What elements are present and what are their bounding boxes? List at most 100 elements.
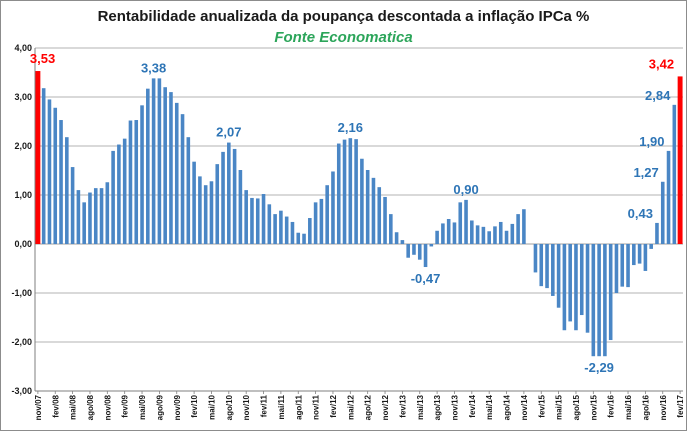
bar bbox=[232, 148, 237, 244]
bar bbox=[637, 244, 642, 264]
bar bbox=[279, 210, 283, 244]
x-tick-label: fev/09 bbox=[121, 394, 130, 417]
bar bbox=[585, 244, 590, 333]
bar bbox=[446, 219, 451, 244]
bar bbox=[632, 244, 636, 266]
bar bbox=[371, 177, 376, 244]
bar bbox=[302, 233, 306, 244]
bar bbox=[146, 88, 150, 244]
data-label: 0,43 bbox=[628, 206, 653, 221]
data-label: 3,38 bbox=[141, 60, 166, 75]
x-tick-label: fev/13 bbox=[398, 394, 407, 417]
bar bbox=[198, 176, 202, 244]
x-tick-label: nov/10 bbox=[242, 394, 251, 420]
bar bbox=[76, 190, 81, 244]
bar bbox=[215, 164, 220, 244]
x-tick-label: nov/12 bbox=[381, 394, 390, 420]
bar bbox=[203, 185, 208, 244]
bar bbox=[597, 244, 601, 357]
data-label: -2,29 bbox=[584, 360, 614, 375]
bar bbox=[493, 226, 497, 244]
bar bbox=[498, 221, 503, 244]
bar bbox=[655, 222, 659, 244]
bar bbox=[672, 104, 677, 244]
bar bbox=[470, 220, 474, 244]
bar bbox=[336, 143, 341, 244]
bar bbox=[174, 102, 179, 244]
x-tick-label: nov/11 bbox=[312, 394, 321, 419]
x-tick-label: nov/15 bbox=[589, 394, 598, 420]
x-tick-label: nov/08 bbox=[103, 394, 112, 420]
y-tick-label: -1,00 bbox=[11, 288, 32, 298]
x-tick-label: mai/11 bbox=[277, 394, 286, 419]
bar bbox=[128, 120, 133, 244]
bar bbox=[608, 244, 613, 341]
bar bbox=[250, 197, 254, 244]
bar bbox=[452, 222, 457, 244]
bar bbox=[99, 188, 104, 244]
bar bbox=[666, 150, 671, 244]
bar bbox=[180, 114, 185, 245]
bar bbox=[290, 221, 295, 244]
bar bbox=[325, 185, 329, 244]
bar bbox=[93, 188, 98, 244]
bar bbox=[111, 150, 115, 244]
bar bbox=[423, 244, 428, 268]
bar bbox=[574, 244, 578, 331]
data-label: 3,42 bbox=[649, 56, 674, 71]
bar bbox=[556, 244, 561, 308]
bar bbox=[319, 198, 324, 244]
x-tick-label: ago/11 bbox=[294, 394, 303, 419]
bar bbox=[192, 161, 196, 244]
bar bbox=[105, 182, 110, 244]
bar bbox=[227, 142, 231, 244]
bar bbox=[406, 244, 410, 258]
x-tick-label: mai/15 bbox=[555, 394, 564, 419]
x-tick-label: ago/16 bbox=[641, 394, 650, 420]
bar bbox=[400, 240, 405, 244]
x-tick-label: ago/08 bbox=[86, 394, 95, 420]
bar bbox=[261, 194, 266, 244]
bar bbox=[284, 216, 289, 244]
x-tick-label: nov/14 bbox=[520, 394, 529, 420]
bar bbox=[533, 244, 538, 273]
data-label: 2,07 bbox=[216, 125, 241, 140]
chart-subtitle: Fonte Economatica bbox=[274, 29, 413, 46]
bar bbox=[562, 244, 567, 331]
bar bbox=[134, 120, 139, 244]
x-tick-label: fev/08 bbox=[51, 394, 60, 417]
bar bbox=[70, 167, 75, 244]
bar bbox=[348, 138, 353, 244]
bar bbox=[313, 202, 318, 244]
bar bbox=[151, 78, 156, 244]
x-tick-label: fev/14 bbox=[468, 394, 477, 417]
bar bbox=[481, 226, 486, 244]
y-tick-label: -3,00 bbox=[11, 386, 32, 396]
bar bbox=[360, 158, 364, 244]
data-label: 3,53 bbox=[30, 51, 55, 66]
bar bbox=[53, 107, 58, 244]
bar bbox=[516, 214, 520, 244]
bar bbox=[522, 209, 526, 244]
bar bbox=[163, 87, 167, 244]
bar bbox=[209, 181, 214, 244]
x-tick-label: mai/16 bbox=[624, 394, 633, 419]
highlight-bar bbox=[35, 71, 41, 244]
bar bbox=[296, 232, 301, 244]
x-tick-label: nov/13 bbox=[450, 394, 459, 420]
y-tick-label: 4,00 bbox=[14, 43, 32, 53]
bar bbox=[487, 231, 491, 244]
bar bbox=[660, 181, 665, 244]
bar bbox=[649, 244, 653, 249]
x-tick-label: mai/12 bbox=[346, 394, 355, 419]
y-tick-label: 2,00 bbox=[14, 141, 32, 151]
chart-title: Rentabilidade anualizada da poupança des… bbox=[97, 8, 590, 25]
bar bbox=[88, 192, 92, 244]
bar bbox=[464, 199, 468, 244]
bar bbox=[603, 244, 607, 357]
bar bbox=[255, 198, 260, 244]
bar bbox=[342, 139, 347, 244]
x-tick-label: mai/09 bbox=[138, 394, 147, 419]
bar bbox=[59, 120, 63, 244]
